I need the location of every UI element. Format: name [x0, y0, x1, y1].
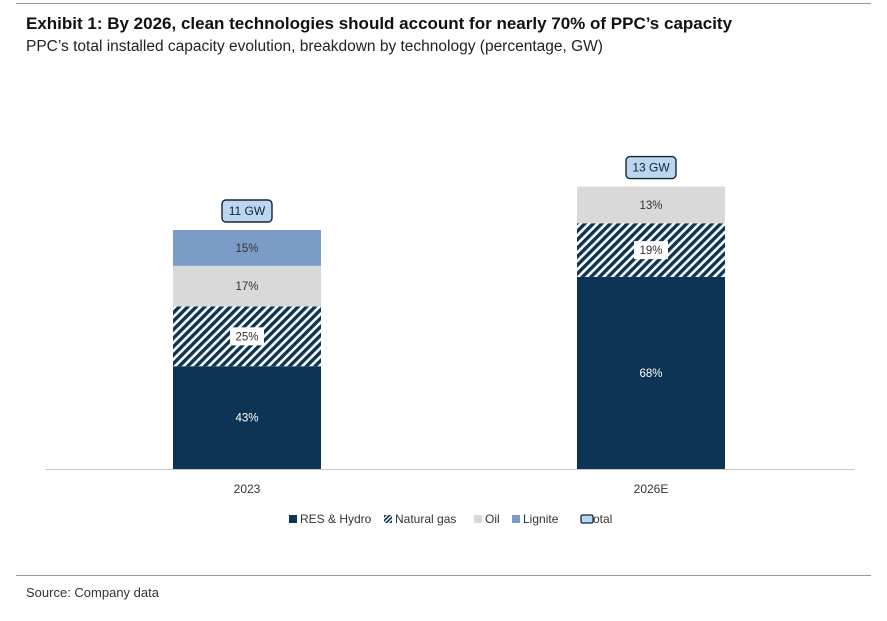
legend-label-otal: otal — [593, 512, 612, 526]
data-label-res-hydro-2023: 43% — [235, 413, 258, 425]
legend-label-lignite: Lignite — [523, 512, 559, 526]
bar-segment-oil-2026e — [577, 186, 725, 224]
total-label-2023: 11 GW — [229, 204, 266, 218]
legend-label-res-hydro: RES & Hydro — [300, 512, 372, 526]
bar-segment-res-hydro-2026e — [577, 276, 725, 469]
bar-segment-lignite-2023 — [173, 230, 321, 266]
data-label-oil-2026e: 13% — [639, 200, 662, 212]
x-tick-label-2023: 2023 — [234, 482, 261, 496]
data-label-res-hydro-2026e: 68% — [639, 368, 662, 380]
legend-label-oil: Oil — [485, 512, 500, 526]
data-label-bg-natural-gas-2023 — [230, 327, 264, 346]
total-badge-2026e — [625, 155, 677, 180]
data-label-oil-2023: 17% — [235, 281, 258, 293]
legend-marker-oil — [474, 515, 482, 523]
data-label-natural-gas-2023: 25% — [235, 331, 258, 343]
bar-segment-res-hydro-2023 — [173, 366, 321, 469]
data-label-natural-gas-2026e: 19% — [639, 245, 662, 257]
data-label-lignite-2023: 15% — [235, 243, 258, 255]
source-note: Source: Company data — [26, 585, 159, 600]
top-divider — [16, 3, 871, 4]
bar-segment-oil-2023 — [173, 265, 321, 307]
legend-label-natural-gas: Natural gas — [395, 512, 456, 526]
data-label-bg-natural-gas-2026e — [634, 241, 668, 260]
legend-marker-natural-gas — [384, 515, 392, 523]
bottom-divider — [16, 575, 871, 576]
total-label-2026e: 13 GW — [632, 161, 670, 175]
total-badge-2023 — [221, 199, 273, 223]
legend-marker-res-hydro — [289, 515, 297, 523]
exhibit-title: Exhibit 1: By 2026, clean technologies s… — [26, 14, 733, 33]
legend-marker-otal — [580, 514, 594, 524]
x-tick-label-2026e: 2026E — [634, 482, 669, 496]
exhibit-subtitle: PPC’s total installed capacity evolution… — [26, 38, 603, 55]
legend-marker-lignite — [512, 515, 520, 523]
